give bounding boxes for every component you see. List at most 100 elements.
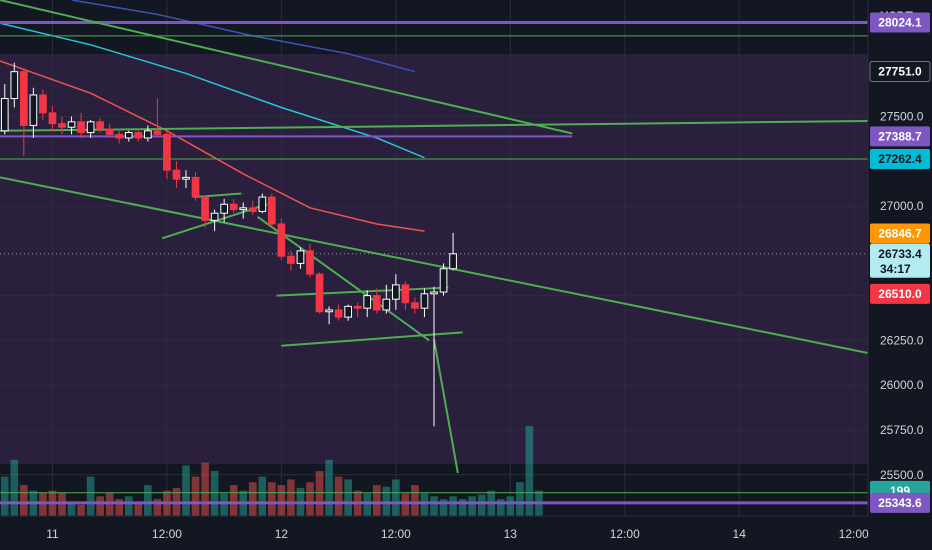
price-badge-label: 27751.0 bbox=[878, 64, 922, 78]
time-tick-label: 14 bbox=[733, 527, 747, 541]
moving-average-line bbox=[0, 22, 425, 159]
candle-body bbox=[86, 121, 95, 134]
volume-bar bbox=[67, 503, 76, 516]
volume-bar bbox=[392, 479, 400, 516]
volume-bar bbox=[277, 485, 286, 516]
price-badge bbox=[870, 126, 930, 147]
candle-body bbox=[0, 98, 9, 132]
candle-body bbox=[306, 250, 314, 275]
candle-body bbox=[239, 207, 248, 211]
volume-bar bbox=[516, 482, 524, 516]
volume-bar bbox=[334, 476, 343, 516]
candle-body bbox=[96, 121, 104, 130]
volume-bar bbox=[468, 496, 476, 516]
time-tick-label: 13 bbox=[504, 527, 518, 541]
time-tick-label: 12:00 bbox=[610, 527, 640, 541]
candle-body bbox=[277, 223, 286, 257]
volume-bar bbox=[449, 496, 457, 516]
price-tick-label: 27500.0 bbox=[880, 109, 924, 123]
price-badge-label: 25343.6 bbox=[878, 496, 922, 510]
candle-body bbox=[372, 295, 381, 311]
candle-body bbox=[124, 132, 133, 139]
volume-bar bbox=[0, 476, 9, 516]
volume-bar bbox=[124, 496, 133, 516]
price-tick-label: 25750.0 bbox=[880, 423, 924, 437]
volume-bar bbox=[525, 426, 534, 516]
price-badge bbox=[869, 61, 931, 82]
candle-body bbox=[268, 196, 276, 225]
candle-body bbox=[29, 94, 38, 126]
candle-body bbox=[163, 133, 171, 171]
volume-bar bbox=[411, 485, 419, 516]
candle-body bbox=[134, 132, 143, 139]
price-tick-label: 26000.0 bbox=[880, 378, 924, 392]
trend-line bbox=[276, 286, 449, 297]
candle-body bbox=[77, 121, 85, 134]
candle-body bbox=[58, 123, 66, 128]
price-badge bbox=[870, 149, 930, 170]
price-badge bbox=[870, 12, 930, 33]
candle-body bbox=[315, 273, 324, 313]
time-tick-label: 12 bbox=[275, 527, 289, 541]
volume-bar bbox=[229, 485, 238, 516]
candle-body bbox=[411, 302, 419, 309]
trend-line bbox=[0, 176, 868, 354]
volume-bar bbox=[182, 465, 190, 516]
candle-body bbox=[144, 130, 152, 139]
volume-bar bbox=[363, 493, 372, 516]
price-badge-label: 27262.4 bbox=[878, 152, 922, 166]
price-badges: 28024.1 27751.0 27388.7 27262.4 26846.7 26733… bbox=[869, 12, 931, 513]
trend-line bbox=[0, 119, 868, 132]
candle-body bbox=[334, 309, 343, 318]
candle-body bbox=[39, 94, 47, 114]
volume-bar bbox=[115, 499, 124, 516]
candle-body bbox=[439, 268, 448, 293]
time-axis[interactable]: 11 12:00 12 12:00 13 12:00 14 12:00 bbox=[46, 527, 869, 541]
candle-body bbox=[20, 71, 28, 126]
price-badge bbox=[870, 283, 930, 304]
time-tick-label: 12:00 bbox=[839, 527, 869, 541]
plot-area[interactable] bbox=[0, 0, 868, 516]
candle-body bbox=[353, 305, 362, 309]
volume-bar bbox=[220, 493, 228, 516]
price-badge-label: 26846.7 bbox=[878, 227, 922, 241]
candle-body bbox=[191, 176, 200, 198]
volume-bar bbox=[430, 496, 438, 516]
volume-bar bbox=[210, 471, 219, 516]
candle-body bbox=[182, 176, 190, 180]
volume-bar bbox=[134, 501, 143, 516]
candle-body bbox=[172, 169, 181, 180]
volume-bar bbox=[506, 496, 515, 516]
candle-body bbox=[363, 295, 372, 309]
trend-line bbox=[193, 192, 242, 199]
time-tick-label: 12:00 bbox=[381, 527, 411, 541]
candle-body bbox=[344, 305, 352, 318]
volume-bar bbox=[153, 499, 162, 516]
volume-bar bbox=[144, 485, 152, 516]
volume-bar bbox=[191, 476, 200, 516]
volume-bar bbox=[477, 494, 486, 516]
price-badge-label: 26733.4 bbox=[878, 247, 922, 261]
candle-body bbox=[287, 255, 295, 264]
candle-body bbox=[220, 203, 228, 214]
price-badge bbox=[870, 492, 930, 513]
volume-bar bbox=[372, 485, 381, 516]
candle-body bbox=[325, 309, 333, 313]
candle-body bbox=[382, 298, 391, 311]
volume-bar bbox=[325, 459, 333, 516]
candle-body bbox=[420, 293, 429, 309]
volume-bar bbox=[10, 459, 19, 516]
candle-body bbox=[430, 291, 438, 295]
volume-bar bbox=[201, 462, 209, 516]
candle-body bbox=[258, 196, 267, 212]
price-tick-label: 27000.0 bbox=[880, 199, 924, 213]
volume-bar bbox=[248, 482, 257, 516]
volume-bar bbox=[420, 493, 429, 516]
volume-bar bbox=[86, 476, 95, 516]
volume-bar bbox=[458, 499, 467, 516]
candle-body bbox=[392, 284, 400, 300]
time-tick-label: 12:00 bbox=[152, 527, 182, 541]
volume-bar bbox=[344, 479, 352, 516]
candle-body bbox=[210, 212, 219, 221]
